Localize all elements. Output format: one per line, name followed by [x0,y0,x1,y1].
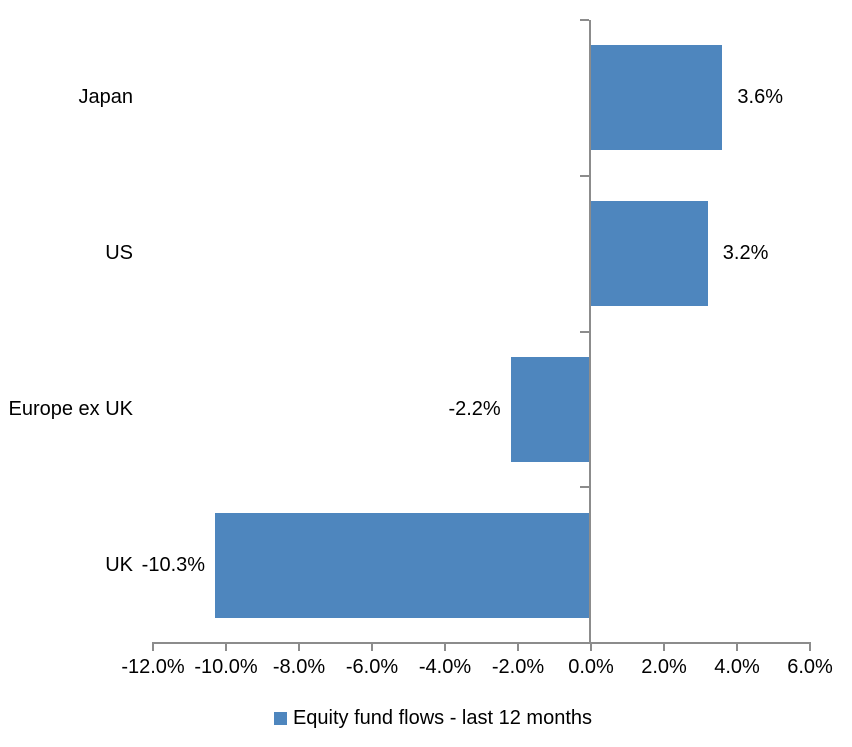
x-axis-line [152,642,811,644]
x-tick-label: -10.0% [194,656,258,678]
x-axis-tick [663,644,665,651]
x-axis-tick [517,644,519,651]
legend-series-label: Equity fund flows - last 12 months [292,706,593,729]
x-axis-tick [590,644,592,651]
x-tick-label: -4.0% [418,656,472,678]
bar-us [591,201,708,307]
x-axis-tick [152,644,154,651]
x-axis-tick [225,644,227,651]
bar-europe-ex-uk [510,356,591,462]
value-label: 3.2% [722,242,769,265]
x-axis-tick [736,644,738,651]
value-label: 3.6% [737,86,783,109]
category-label: Europe ex UK [8,397,133,420]
x-axis-tick [371,644,373,651]
y-axis-tick [580,19,589,21]
x-tick-label: 6.0% [787,656,833,678]
x-tick-label: -8.0% [272,656,326,678]
x-tick-label: 2.0% [641,656,687,678]
y-axis-tick [580,174,589,177]
y-axis-tick [580,642,589,644]
bar-uk [215,512,591,618]
x-tick-label: -12.0% [121,656,185,678]
category-label: UK [105,553,133,576]
legend: Equity fund flows - last 12 months [14,705,852,731]
legend-marker-swatch [273,711,287,725]
x-tick-label: 4.0% [714,656,760,678]
category-label: US [105,242,133,265]
y-axis-line [589,20,591,643]
bar-japan [591,45,723,151]
x-tick-label: 0.0% [568,656,614,678]
x-tick-label: -6.0% [345,656,399,678]
x-axis-tick [809,644,811,651]
x-axis-tick [298,644,300,651]
y-axis-tick [580,330,589,333]
x-tick-label: -2.0% [491,656,545,678]
x-axis-tick [444,644,446,651]
y-axis-tick [580,486,589,489]
category-label: Japan [78,86,134,109]
value-label: -10.3% [141,553,206,576]
value-label: -2.2% [448,397,501,420]
